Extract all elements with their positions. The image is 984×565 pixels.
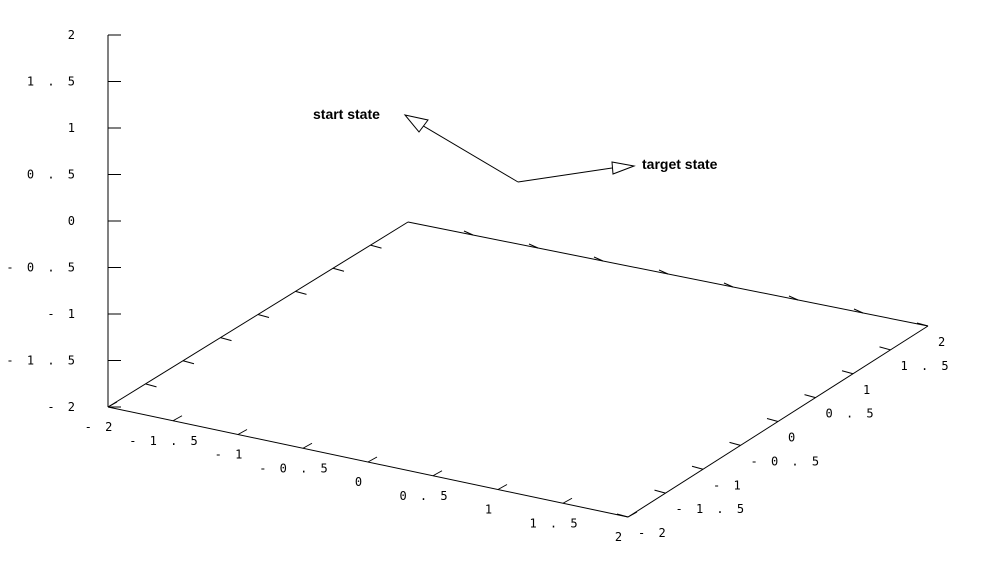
start-arrow-shaft bbox=[419, 123, 519, 183]
y-tick-label: 0 bbox=[788, 431, 798, 445]
y-tick bbox=[691, 465, 704, 470]
x-tick-label: - 1 bbox=[215, 448, 246, 462]
y-tick bbox=[916, 322, 929, 327]
left-tick bbox=[145, 383, 157, 388]
y-tick bbox=[841, 370, 854, 375]
left-tick bbox=[332, 267, 345, 272]
y-tick-label: 0 . 5 bbox=[826, 407, 877, 421]
z-tick-label: 2 bbox=[68, 28, 78, 42]
z-tick-label: - 2 bbox=[47, 400, 78, 414]
y-tick bbox=[804, 394, 816, 399]
z-tick-label: 0 bbox=[68, 214, 78, 228]
x-tick bbox=[432, 470, 443, 477]
back-tick bbox=[723, 282, 734, 288]
x-tick-label: 1 . 5 bbox=[529, 516, 580, 530]
x-tick bbox=[497, 484, 508, 490]
z-axis-ticks bbox=[108, 34, 121, 408]
x-tick bbox=[562, 497, 573, 504]
back-tick bbox=[463, 230, 474, 236]
start-arrow-head bbox=[403, 114, 429, 133]
x-tick bbox=[367, 456, 378, 463]
left-tick bbox=[220, 337, 232, 342]
x-tick bbox=[172, 415, 183, 422]
back-tick bbox=[528, 243, 539, 249]
y-tick-label: 1 . 5 bbox=[901, 359, 952, 373]
x-tick-label: - 0 . 5 bbox=[259, 461, 331, 475]
x-tick-label: - 1 . 5 bbox=[129, 434, 201, 448]
y-tick bbox=[729, 441, 741, 446]
z-tick-label: - 0 . 5 bbox=[6, 261, 78, 275]
x-tick bbox=[107, 401, 118, 408]
x-axis-tick-labels: - 2 - 1 . 5 - 1 - 0 . 5 0 0 . 5 1 1 . 5 2 bbox=[85, 420, 625, 544]
z-tick-label: 1 bbox=[68, 121, 78, 135]
y-axis-tick-labels: - 2 - 1 . 5 - 1 - 0 . 5 0 0 . 5 1 1 . 5 2 bbox=[638, 335, 952, 540]
y-tick-label: 1 bbox=[863, 383, 873, 397]
back-tick bbox=[593, 256, 604, 262]
y-tick bbox=[879, 346, 891, 351]
target-arrow-head bbox=[611, 161, 636, 175]
z-tick-label: 0 . 5 bbox=[27, 168, 78, 182]
back-tick bbox=[658, 269, 669, 275]
x-tick-label: 0 bbox=[355, 475, 365, 489]
y-tick-label: - 1 . 5 bbox=[676, 502, 748, 516]
z-axis-tick-labels: - 2 - 1 . 5 - 1 - 0 . 5 0 0 . 5 1 1 . 5 2 bbox=[6, 28, 78, 414]
left-tick bbox=[370, 244, 382, 249]
back-edge-ticks bbox=[463, 230, 864, 314]
x-tick-label: 1 bbox=[485, 503, 495, 517]
left-edge-ticks bbox=[145, 244, 382, 388]
y-tick-label: 2 bbox=[938, 335, 948, 349]
target-state-label: target state bbox=[642, 156, 718, 172]
start-state-label: start state bbox=[313, 106, 380, 122]
y-axis-ticks bbox=[616, 322, 929, 518]
target-arrow-shaft bbox=[517, 167, 613, 183]
y-tick-label: - 2 bbox=[638, 526, 669, 540]
y-tick bbox=[766, 418, 779, 422]
y-tick bbox=[616, 513, 629, 518]
back-tick bbox=[853, 308, 864, 314]
z-tick-label: - 1 . 5 bbox=[6, 354, 78, 368]
y-tick bbox=[654, 489, 666, 494]
x-tick-label: 0 . 5 bbox=[399, 489, 450, 503]
left-tick bbox=[257, 314, 270, 318]
x-tick bbox=[627, 511, 638, 518]
y-tick-label: - 1 bbox=[713, 478, 744, 492]
left-tick bbox=[295, 290, 307, 295]
y-tick-label: - 0 . 5 bbox=[751, 454, 823, 468]
left-tick bbox=[182, 360, 195, 365]
x-tick-label: - 2 bbox=[85, 420, 116, 434]
back-tick bbox=[788, 295, 799, 301]
z-tick-label: 1 . 5 bbox=[27, 75, 78, 89]
x-tick-label: 2 bbox=[615, 530, 625, 544]
x-axis-ticks bbox=[107, 401, 638, 518]
x-tick bbox=[237, 429, 248, 435]
z-tick-label: - 1 bbox=[47, 307, 78, 321]
x-tick bbox=[302, 442, 313, 449]
